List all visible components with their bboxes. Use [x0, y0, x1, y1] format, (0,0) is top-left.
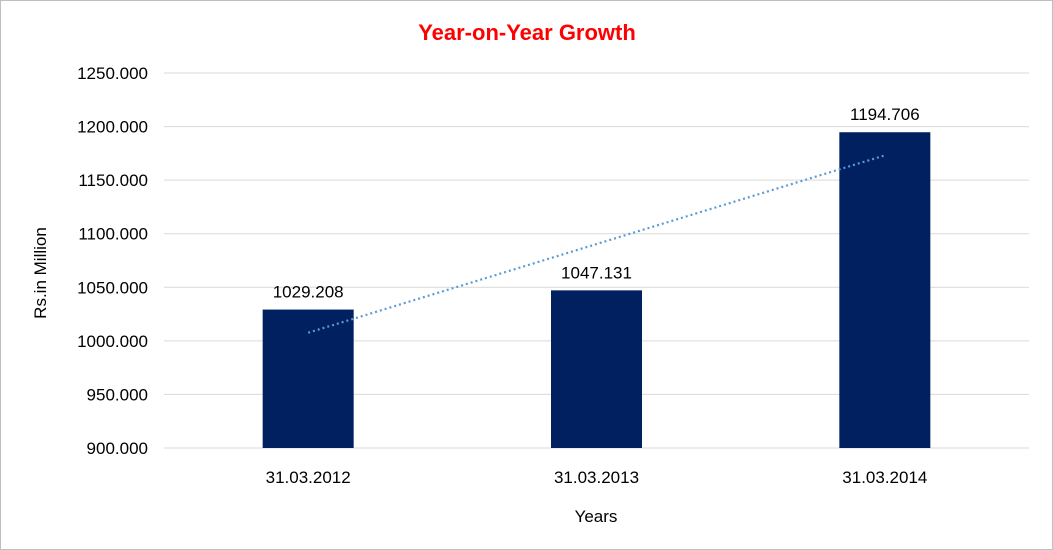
y-tick-label: 1150.000	[78, 171, 148, 190]
y-tick-label: 1000.000	[77, 332, 148, 351]
y-tick-label: 1100.000	[78, 225, 148, 244]
x-tick-label: 31.03.2012	[266, 468, 351, 487]
data-labels: 1029.208 1047.131 1194.706	[273, 105, 920, 301]
chart-title: Year-on-Year Growth	[418, 20, 636, 45]
bar	[262, 309, 354, 448]
trendline-group	[307, 154, 886, 334]
bar	[839, 132, 931, 448]
x-tick-label: 31.03.2014	[842, 468, 927, 487]
y-tick-label: 1250.000	[77, 64, 148, 83]
y-tick-label: 900.000	[87, 439, 148, 458]
bars	[262, 132, 931, 448]
y-tick-label: 1200.000	[77, 118, 148, 137]
y-tick-label: 950.000	[87, 385, 148, 404]
x-tick-label: 31.03.2013	[554, 468, 639, 487]
data-label: 1047.131	[561, 263, 632, 282]
x-axis-ticks: 31.03.2012 31.03.2013 31.03.2014	[266, 468, 928, 487]
data-label: 1029.208	[273, 283, 344, 302]
bar	[551, 290, 642, 448]
y-axis-ticks: 900.000 950.000 1000.000 1050.000 1100.000 11…	[77, 64, 148, 458]
y-axis-title: Rs.in Million	[31, 227, 50, 319]
data-label: 1194.706	[850, 105, 920, 124]
trendline	[307, 154, 886, 334]
y-tick-label: 1050.000	[77, 278, 148, 297]
x-axis-title: Years	[575, 507, 618, 526]
